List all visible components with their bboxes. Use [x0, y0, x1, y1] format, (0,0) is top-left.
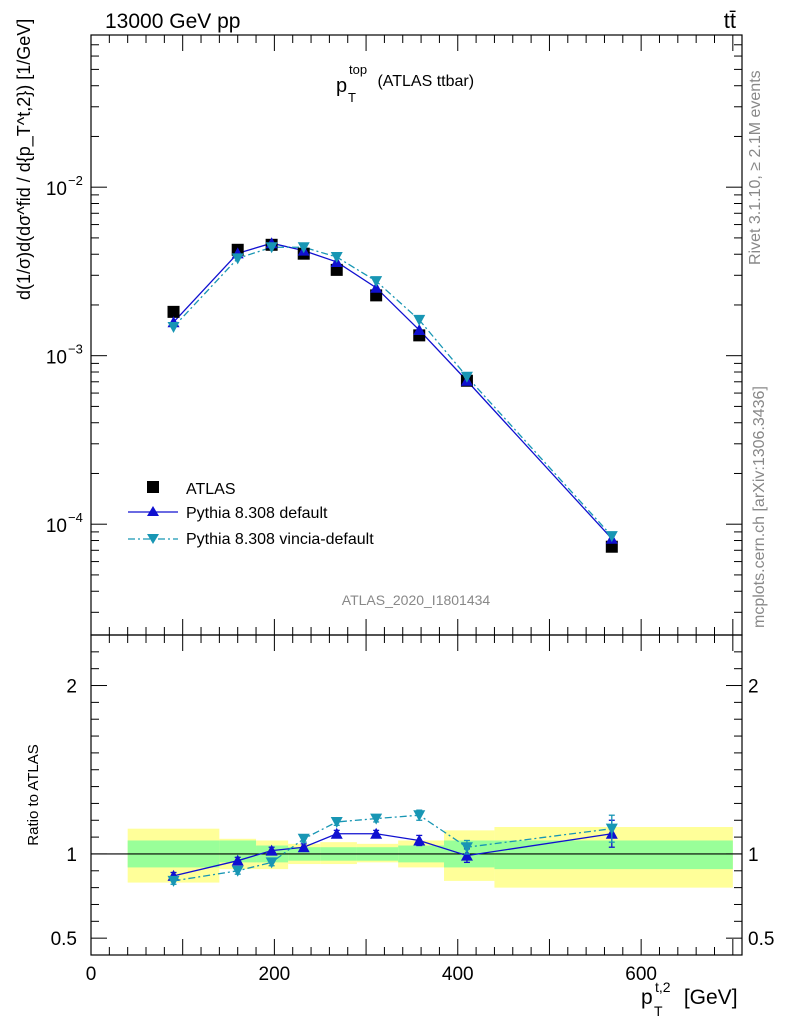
ratio-point-pythia: [330, 827, 343, 839]
plot-title-rest: (ATLAS ttbar): [373, 73, 474, 90]
legend-marker-pythia: [147, 506, 159, 516]
watermark: ATLAS_2020_I1801434: [342, 592, 491, 608]
ratio-series-layer: [167, 809, 618, 887]
main-point-pythia: [370, 281, 383, 293]
ratio-point-pythia: [370, 827, 383, 839]
ratio-point-vincia: [297, 833, 310, 845]
legend: ATLAS Pythia 8.308 default Pythia 8.308 …: [128, 481, 374, 548]
legend-marker-vincia: [147, 534, 159, 544]
ratio-ytick-label-left: 0.5: [51, 929, 77, 950]
ratio-ytick-label-left: 2: [66, 677, 77, 698]
main-point-vincia: [413, 314, 426, 326]
ratio-point-vincia: [413, 810, 426, 822]
main-series-line: [173, 246, 613, 537]
plot-title-sub: T: [348, 90, 356, 105]
main-point-pythia: [413, 324, 426, 336]
main-point-vincia: [460, 371, 473, 383]
mcplots-label: mcplots.cern.ch [arXiv:1306.3436]: [751, 386, 768, 628]
xlabel-sub: T: [654, 1003, 663, 1019]
ratio-ytick-label-right: 0.5: [748, 929, 774, 950]
main-plot: 10−210−310−4 p T top (ATLAS ttbar) ATLAS…: [14, 19, 743, 636]
ratio-ticks: [90, 634, 742, 955]
ratio-point-vincia: [605, 823, 618, 835]
rivet-label: Rivet 3.1.10, ≥ 2.1M events: [747, 70, 764, 265]
main-point-vincia: [231, 253, 244, 265]
main-point-vincia: [370, 276, 383, 288]
main-ytick-exp: −3: [68, 342, 83, 357]
main-ylabel: d(1/σ)d(dσ^fid / d{p_T^t,2}) [1/GeV]: [14, 19, 35, 300]
ratio-bands: [127, 827, 733, 888]
ratio-xtick-label: 200: [259, 964, 291, 985]
main-point-atlas: [167, 305, 180, 318]
main-ticks: [90, 34, 742, 635]
ratio-point-vincia: [460, 842, 473, 854]
plot-title-main: p: [336, 75, 347, 97]
plot-title-sup: top: [349, 62, 367, 77]
ratio-plot: 0.5 0.5 1 1 2 2 0 200 400 600 Ratio to ATLAS p T …: [25, 634, 775, 1019]
plot-title: p T top (ATLAS ttbar): [336, 62, 474, 105]
ratio-ytick-label-right: 2: [748, 677, 759, 698]
xlabel-sup: t,2: [655, 979, 671, 995]
x-axis-label: p T t,2 [GeV]: [641, 979, 738, 1019]
header-left: 13000 GeV pp: [105, 10, 240, 33]
ratio-band-inner: [219, 840, 257, 863]
ratio-point-vincia: [231, 865, 244, 877]
ratio-tick-labels: 0.5 0.5 1 1 2 2 0 200 400 600: [51, 677, 775, 985]
main-ytick-label: 10 −2: [46, 173, 83, 200]
main-point-vincia: [167, 321, 180, 333]
header-right: tt̄: [724, 8, 736, 33]
ratio-ytick-label-left: 1: [66, 845, 77, 866]
ratio-point-pythia: [231, 854, 244, 866]
main-ytick-base: 10: [46, 516, 67, 537]
legend-marker-atlas: [147, 481, 159, 493]
ratio-point-vincia: [370, 813, 383, 825]
ratio-point-pythia: [265, 844, 278, 856]
ratio-xtick-label: 600: [625, 964, 657, 985]
xlabel-main: p: [641, 986, 653, 1009]
ratio-ytick-label-right: 1: [748, 845, 759, 866]
main-ytick-label: 10 −4: [46, 510, 83, 537]
ratio-point-pythia: [413, 834, 426, 846]
ratio-point-vincia: [167, 875, 180, 887]
main-point-atlas: [605, 540, 618, 553]
main-point-vincia: [297, 242, 310, 254]
main-series-line: [173, 242, 613, 540]
ratio-band-inner: [494, 840, 733, 870]
main-ytick-exp: −4: [68, 510, 83, 525]
main-ytick-base: 10: [46, 348, 67, 369]
main-point-vincia: [330, 252, 343, 264]
main-ytick-base: 10: [46, 179, 67, 200]
ratio-xtick-label: 400: [442, 964, 474, 985]
main-ytick-labels: 10−210−310−4: [46, 173, 83, 537]
ratio-frame: [90, 634, 743, 956]
xlabel-rest: [GeV]: [678, 986, 738, 1009]
main-ytick-label: 10 −3: [46, 342, 83, 369]
ratio-point-pythia: [460, 849, 473, 861]
legend-label-vincia: Pythia 8.308 vincia-default: [186, 531, 374, 548]
main-series-layer: [167, 237, 618, 553]
main-point-vincia: [265, 242, 278, 254]
legend-label-pythia: Pythia 8.308 default: [186, 505, 328, 522]
ratio-xtick-label: 0: [86, 964, 97, 985]
legend-label-atlas: ATLAS: [186, 481, 236, 498]
ratio-ylabel: Ratio to ATLAS: [25, 744, 42, 845]
main-ytick-exp: −2: [68, 173, 83, 188]
ratio-point-pythia: [297, 841, 310, 853]
ratio-point-vincia: [330, 816, 343, 828]
main-point-vincia: [605, 531, 618, 543]
ratio-point-vincia: [265, 857, 278, 869]
